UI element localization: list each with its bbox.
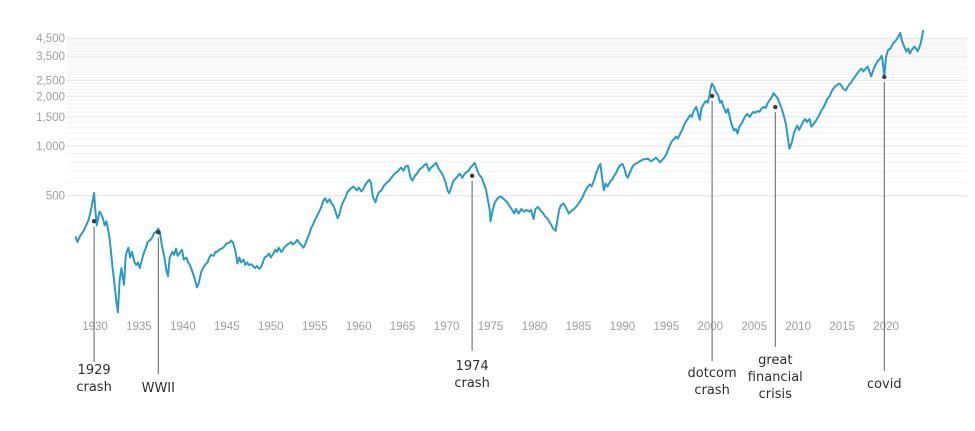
x-tick-label: 2010	[785, 321, 811, 333]
y-tick-label: 2,000	[36, 91, 65, 103]
annotation-label: crash	[694, 383, 729, 398]
y-tick-label: 500	[46, 191, 65, 203]
annotation-label: WWII	[142, 381, 175, 396]
x-tick-label: 1970	[434, 321, 460, 333]
annotations: 1929 crash WWII 1974 crash dotcom crash great fi…	[76, 74, 902, 402]
y-tick-label: 3,500	[36, 51, 65, 63]
annotation-point-marker	[469, 173, 475, 178]
annotation-covid: covid	[867, 74, 902, 392]
annotation-label: 1974	[456, 359, 489, 374]
annotation-great-financial-crisis: great financial crisis	[748, 104, 803, 402]
annotation-point-marker	[773, 104, 778, 110]
annotation-point-marker	[156, 230, 161, 235]
y-tick-label: 2,500	[36, 75, 65, 87]
annotation-dotcom-crash: dotcom crash	[688, 93, 737, 398]
y-tick-label: 1,000	[36, 141, 65, 153]
minor-gridlines	[67, 39, 967, 184]
annotation-crash-1929: 1929 crash	[76, 219, 112, 395]
annotation-point-marker	[882, 74, 887, 80]
x-tick-label: 1990	[610, 321, 636, 333]
x-tick-label: 1965	[390, 321, 416, 333]
annotation-point-marker	[91, 219, 97, 224]
annotation-wwii: WWII	[142, 230, 175, 396]
annotation-label: 1929	[78, 363, 111, 378]
x-tick-label: 1930	[82, 321, 108, 333]
x-tick-label: 1980	[522, 321, 548, 333]
annotation-label: financial	[748, 370, 803, 385]
x-tick-label: 1960	[346, 321, 372, 333]
x-tick-label: 1995	[654, 321, 680, 333]
x-tick-label: 2005	[741, 321, 767, 333]
x-tick-label: 1975	[478, 321, 504, 333]
major-gridlines	[67, 37, 967, 197]
x-tick-label: 1940	[170, 321, 196, 333]
x-tick-label: 1935	[126, 321, 152, 333]
x-tick-label: 1985	[566, 321, 592, 333]
annotation-point-marker	[709, 93, 715, 99]
x-tick-label: 1955	[302, 321, 328, 333]
annotation-label: crash	[76, 380, 111, 395]
x-axis-labels: 1930 1935 1940 1945 1950 1955 1960 1965 1970 1975…	[82, 321, 899, 333]
x-tick-label: 1945	[214, 321, 240, 333]
y-tick-label: 1,500	[36, 112, 65, 124]
annotation-label: crash	[454, 376, 489, 391]
x-tick-label: 2020	[873, 321, 899, 333]
price-line	[74, 29, 924, 314]
y-axis-labels: 500 1,000 1,500 2,000 2,500 3,500 4,500	[36, 33, 65, 203]
annotation-label: covid	[867, 377, 902, 392]
y-tick-label: 4,500	[36, 33, 65, 45]
x-tick-label: 2000	[698, 321, 724, 333]
x-tick-label: 2015	[829, 321, 855, 333]
annotation-label: dotcom	[688, 366, 737, 381]
annotation-label: great	[758, 353, 792, 368]
annotation-crash-1974: 1974 crash	[454, 173, 490, 391]
annotation-label: crisis	[759, 387, 792, 402]
x-tick-label: 1950	[258, 321, 284, 333]
